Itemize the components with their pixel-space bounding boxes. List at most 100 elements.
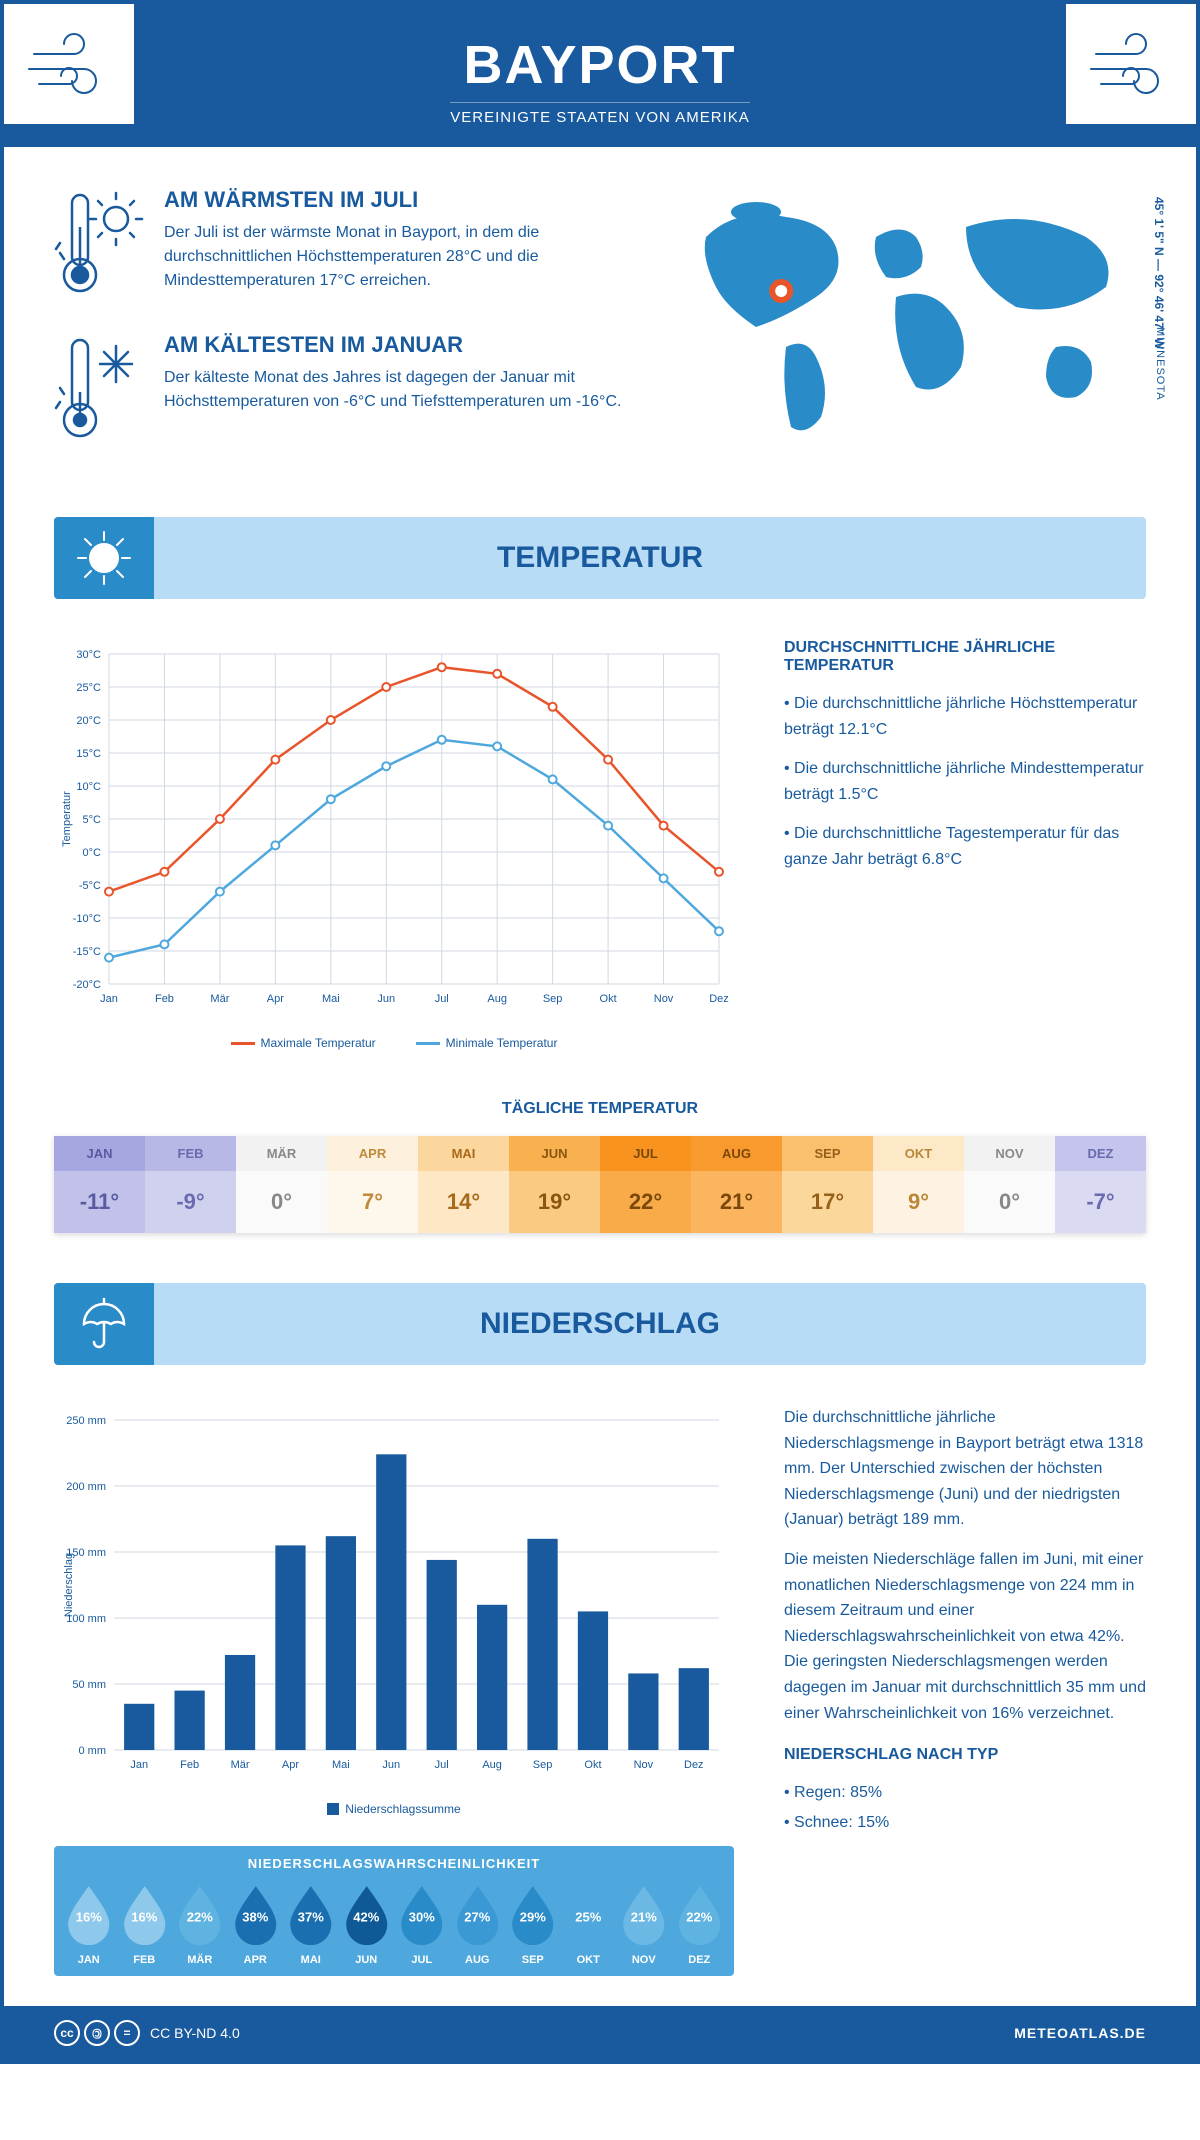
- svg-text:25°C: 25°C: [76, 682, 101, 694]
- temperature-chart-column: -20°C-15°C-10°C-5°C0°C5°C10°C15°C20°C25°…: [54, 639, 734, 1050]
- legend-precip: Niederschlagssumme: [327, 1802, 460, 1816]
- temp-cell: NOV0°: [964, 1136, 1055, 1233]
- thermometer-sun-icon: [54, 187, 144, 302]
- cc-badge-icon: cc🄯=: [54, 2020, 140, 2046]
- temp-cell: JUL22°: [600, 1136, 691, 1233]
- precip-legend: Niederschlagssumme: [54, 1802, 734, 1816]
- wind-icon: [1086, 29, 1176, 99]
- svg-text:Niederschlag: Niederschlag: [63, 1553, 75, 1617]
- prob-item: 30%JUL: [395, 1881, 449, 1966]
- map-column: 45° 1' 5" N — 92° 46' 47" W MINNESOTA: [666, 187, 1146, 477]
- svg-text:Dez: Dez: [709, 993, 729, 1005]
- temperature-body: -20°C-15°C-10°C-5°C0°C5°C10°C15°C20°C25°…: [4, 599, 1196, 1090]
- svg-text:Sep: Sep: [543, 993, 563, 1005]
- footer-license: cc🄯= CC BY-ND 4.0: [54, 2020, 240, 2046]
- precip-info: Die durchschnittliche jährliche Niedersc…: [784, 1405, 1146, 1976]
- prob-item: 37%MAI: [284, 1881, 338, 1966]
- svg-text:Apr: Apr: [282, 1759, 299, 1771]
- svg-text:Nov: Nov: [654, 993, 674, 1005]
- daily-temperature-table: JAN-11°FEB-9°MÄR0°APR7°MAI14°JUN19°JUL22…: [54, 1136, 1146, 1233]
- svg-text:Dez: Dez: [684, 1759, 704, 1771]
- page-subtitle: VEREINIGTE STAATEN VON AMERIKA: [450, 102, 750, 126]
- svg-text:Mär: Mär: [210, 993, 229, 1005]
- state-label: MINNESOTA: [1154, 327, 1166, 401]
- svg-text:Jan: Jan: [130, 1759, 148, 1771]
- svg-text:5°C: 5°C: [83, 814, 102, 826]
- svg-text:30°C: 30°C: [76, 649, 101, 661]
- svg-text:Feb: Feb: [155, 993, 174, 1005]
- temperature-title: TEMPERATUR: [497, 541, 703, 574]
- legend-min: Minimale Temperatur: [416, 1036, 558, 1050]
- temp-cell: JUN19°: [509, 1136, 600, 1233]
- svg-text:20°C: 20°C: [76, 715, 101, 727]
- temp-cell: AUG21°: [691, 1136, 782, 1233]
- svg-text:Jul: Jul: [435, 1759, 449, 1771]
- header-wind-left: [4, 4, 134, 124]
- svg-text:-10°C: -10°C: [73, 913, 101, 925]
- svg-text:Okt: Okt: [600, 993, 617, 1005]
- temp-cell: FEB-9°: [145, 1136, 236, 1233]
- temp-info-point: • Die durchschnittliche Tagestemperatur …: [784, 821, 1146, 872]
- svg-text:Aug: Aug: [487, 993, 507, 1005]
- footer: cc🄯= CC BY-ND 4.0 METEOATLAS.DE: [4, 2006, 1196, 2060]
- facts-column: AM WÄRMSTEN IM JULI Der Juli ist der wär…: [54, 187, 626, 477]
- precip-section-header: NIEDERSCHLAG: [54, 1283, 1146, 1365]
- temp-cell: OKT9°: [873, 1136, 964, 1233]
- svg-text:-5°C: -5°C: [79, 880, 101, 892]
- prob-item: 22%MÄR: [173, 1881, 227, 1966]
- precip-type-snow: • Schnee: 15%: [784, 1810, 1146, 1836]
- precip-para2: Die meisten Niederschläge fallen im Juni…: [784, 1547, 1146, 1726]
- temp-info-point: • Die durchschnittliche jährliche Höchst…: [784, 691, 1146, 742]
- precip-probability-box: NIEDERSCHLAGSWAHRSCHEINLICHKEIT 16%JAN16…: [54, 1846, 734, 1976]
- prob-item: 42%JUN: [340, 1881, 394, 1966]
- svg-text:Jan: Jan: [100, 993, 118, 1005]
- location-marker-icon: [772, 282, 790, 300]
- svg-text:Nov: Nov: [634, 1759, 654, 1771]
- svg-text:Okt: Okt: [584, 1759, 601, 1771]
- thermometer-snow-icon: [54, 332, 144, 447]
- temp-cell: SEP17°: [782, 1136, 873, 1233]
- svg-text:-15°C: -15°C: [73, 946, 101, 958]
- prob-item: 22%DEZ: [673, 1881, 727, 1966]
- infographic-page: BAYPORT VEREINIGTE STAATEN VON AMERIKA A…: [0, 0, 1200, 2064]
- svg-text:Jun: Jun: [382, 1759, 400, 1771]
- fact-warmest: AM WÄRMSTEN IM JULI Der Juli ist der wär…: [54, 187, 626, 302]
- svg-text:Aug: Aug: [482, 1759, 502, 1771]
- intro-section: AM WÄRMSTEN IM JULI Der Juli ist der wär…: [4, 147, 1196, 517]
- temp-cell: DEZ-7°: [1055, 1136, 1146, 1233]
- precip-para1: Die durchschnittliche jährliche Niedersc…: [784, 1405, 1146, 1533]
- temp-legend: Maximale Temperatur Minimale Temperatur: [54, 1036, 734, 1050]
- prob-item: 25%OKT: [562, 1881, 616, 1966]
- footer-site: METEOATLAS.DE: [1014, 2025, 1146, 2041]
- temperature-section-header: TEMPERATUR: [54, 517, 1146, 599]
- fact-cold-title: AM KÄLTESTEN IM JANUAR: [164, 332, 626, 358]
- sun-icon: [54, 517, 154, 599]
- license-text: CC BY-ND 4.0: [150, 2025, 240, 2041]
- prob-title: NIEDERSCHLAGSWAHRSCHEINLICHKEIT: [54, 1846, 734, 1881]
- temperature-line-chart: -20°C-15°C-10°C-5°C0°C5°C10°C15°C20°C25°…: [54, 639, 734, 1019]
- prob-item: 29%SEP: [506, 1881, 560, 1966]
- temp-cell: MÄR0°: [236, 1136, 327, 1233]
- temp-info-title: DURCHSCHNITTLICHE JÄHRLICHE TEMPERATUR: [784, 639, 1146, 675]
- world-map: [666, 187, 1146, 447]
- daily-temp-title: TÄGLICHE TEMPERATUR: [4, 1100, 1196, 1118]
- svg-text:Mär: Mär: [231, 1759, 250, 1771]
- temp-cell: MAI14°: [418, 1136, 509, 1233]
- wind-icon: [24, 29, 114, 99]
- precip-type-title: NIEDERSCHLAG NACH TYP: [784, 1746, 1146, 1764]
- temp-cell: JAN-11°: [54, 1136, 145, 1233]
- svg-text:10°C: 10°C: [76, 781, 101, 793]
- svg-text:Apr: Apr: [267, 993, 284, 1005]
- umbrella-icon: [54, 1283, 154, 1365]
- legend-max: Maximale Temperatur: [231, 1036, 376, 1050]
- svg-text:Mai: Mai: [332, 1759, 350, 1771]
- precip-chart-column: 0 mm50 mm100 mm150 mm200 mm250 mmJanFebM…: [54, 1405, 734, 1976]
- page-title: BAYPORT: [24, 34, 1176, 96]
- fact-cold-text: Der kälteste Monat des Jahres ist dagege…: [164, 366, 626, 414]
- fact-coldest: AM KÄLTESTEN IM JANUAR Der kälteste Mona…: [54, 332, 626, 447]
- svg-text:-20°C: -20°C: [73, 979, 101, 991]
- svg-text:250 mm: 250 mm: [66, 1415, 106, 1427]
- svg-text:0 mm: 0 mm: [79, 1745, 107, 1757]
- svg-text:15°C: 15°C: [76, 748, 101, 760]
- svg-text:Temperatur: Temperatur: [61, 791, 73, 847]
